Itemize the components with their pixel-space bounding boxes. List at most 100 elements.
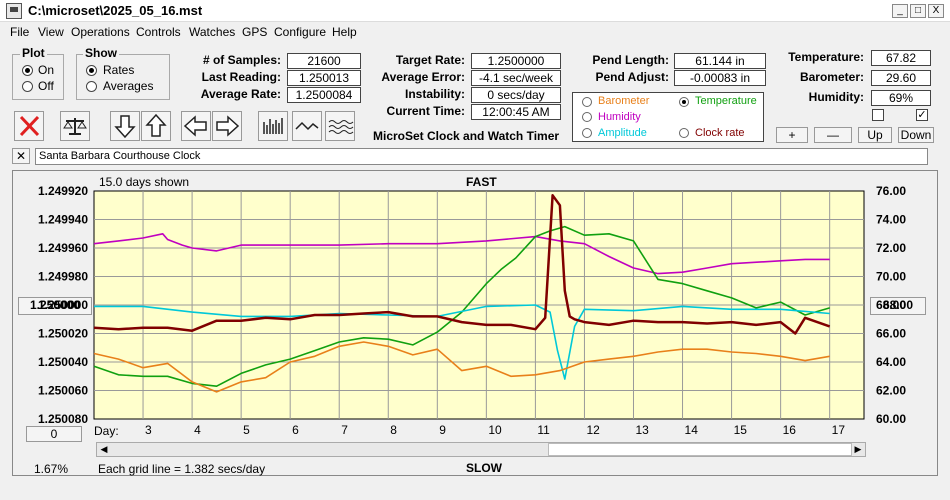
menu-operations[interactable]: Operations: [71, 25, 130, 39]
series-line-barometer: [93, 341, 830, 393]
y-left-tick-label: 1.250040: [38, 355, 88, 369]
y-right-tick-label: 74.00: [876, 213, 906, 227]
y-right-tick-label: 70.00: [876, 270, 906, 284]
x-tick-label: 5: [243, 423, 250, 437]
x-tick-label: 4: [194, 423, 201, 437]
menu-file[interactable]: File: [10, 25, 30, 39]
y-left-tick-label: 1.250020: [38, 327, 88, 341]
menu-controls[interactable]: Controls: [136, 25, 181, 39]
app-caption: MicroSet Clock and Watch Timer: [373, 129, 560, 143]
amplitude-radio[interactable]: [582, 128, 592, 138]
menu-help[interactable]: Help: [332, 25, 357, 39]
stop-button[interactable]: [14, 111, 44, 141]
arrow-right-button[interactable]: [212, 111, 242, 141]
plot-on-radio[interactable]: [22, 65, 33, 76]
y-right-tick-label: 60.00: [876, 412, 906, 426]
barometer-radio[interactable]: [582, 97, 592, 107]
last-reading-value: 1.250013: [287, 70, 361, 86]
temperature-radio[interactable]: [679, 97, 689, 107]
fast-label: FAST: [466, 175, 497, 189]
clock-rate-radio[interactable]: [679, 128, 689, 138]
minimize-button[interactable]: _: [892, 4, 908, 18]
arrow-left-button[interactable]: [181, 111, 211, 141]
menu-bar: File View Operations Controls Watches GP…: [0, 22, 950, 42]
x-tick-label: 3: [145, 423, 152, 437]
samples-label: # of Samples:: [202, 53, 281, 67]
y-right-tick-label: 76.00: [876, 184, 906, 198]
minus-button[interactable]: —: [814, 127, 852, 143]
target-rate-label: Target Rate:: [395, 53, 465, 67]
pend-length-label: Pend Length:: [592, 53, 669, 67]
amplitude-option: Amplitude: [598, 127, 647, 139]
show-averages-label: Averages: [103, 79, 154, 93]
multi-wave-icon: [328, 120, 354, 134]
bar-chart-icon: [263, 118, 283, 134]
env-checkbox-1[interactable]: [872, 109, 884, 121]
y-left-tick-label: 1.249920: [38, 184, 88, 198]
x-tick-label: 16: [783, 423, 797, 437]
barometer-label: Barometer:: [799, 70, 864, 84]
x-tick-label: 10: [488, 423, 502, 437]
bar-chart-button[interactable]: [258, 111, 288, 141]
series-line-temperature: [93, 225, 830, 388]
temperature-option: Temperature: [695, 95, 757, 107]
pend-adjust-label: Pend Adjust:: [595, 70, 669, 84]
menu-configure[interactable]: Configure: [274, 25, 327, 39]
pend-adjust-value: -0.00083 in: [674, 70, 766, 86]
series-line-clock-rate: [93, 194, 831, 335]
samples-value: 21600: [287, 53, 361, 69]
menu-view[interactable]: View: [38, 25, 64, 39]
menu-watches[interactable]: Watches: [189, 25, 236, 39]
clock-name-input[interactable]: Santa Barbara Courthouse Clock: [35, 148, 928, 165]
scroll-thumb[interactable]: [548, 443, 852, 456]
x-tick-label: 11: [537, 423, 550, 437]
down-button[interactable]: Down: [898, 127, 934, 143]
days-shown-label: 15.0 days shown: [99, 175, 190, 189]
instability-value: 0 secs/day: [471, 87, 561, 103]
day-axis-label: Day:: [94, 424, 119, 438]
maximize-button[interactable]: □: [910, 4, 926, 18]
humidity-value: 69%: [871, 90, 931, 106]
arrow-down-icon: [114, 115, 136, 139]
day-offset-button[interactable]: 0: [26, 426, 82, 442]
x-tick-label: 14: [685, 423, 699, 437]
center-rate-button[interactable]: 1.250000: [18, 297, 92, 315]
x-tick-label: 15: [734, 423, 748, 437]
show-rates-radio[interactable]: [86, 65, 97, 76]
note-close-button[interactable]: ✕: [12, 148, 30, 164]
y-right-tick-label: 62.00: [876, 384, 906, 398]
barometer-option: Barometer: [598, 95, 650, 107]
pend-length-value: 61.144 in: [674, 53, 766, 69]
arrow-up-icon: [145, 113, 167, 137]
window-title: C:\microset\2025_05_16.mst: [28, 3, 203, 18]
plot-off-radio[interactable]: [22, 81, 33, 92]
center-temp-button[interactable]: 68.00: [870, 297, 926, 315]
x-tick-label: 12: [586, 423, 600, 437]
average-rate-value: 1.2500084: [287, 87, 361, 103]
up-button[interactable]: Up: [858, 127, 892, 143]
plot-on-label: On: [38, 63, 55, 77]
app-icon[interactable]: [6, 3, 22, 19]
y-left-tick-label: 1.249960: [38, 241, 88, 255]
humidity-radio[interactable]: [582, 112, 592, 122]
plus-button[interactable]: +: [776, 127, 808, 143]
humidity-option: Humidity: [598, 111, 641, 123]
arrow-right-icon: [216, 115, 240, 137]
arrow-up-button[interactable]: [141, 111, 171, 141]
menu-gps[interactable]: GPS: [242, 25, 268, 39]
balance-button[interactable]: [60, 111, 90, 141]
wave-button[interactable]: [292, 111, 322, 141]
plot-off-label: Off: [38, 79, 54, 93]
scroll-right-icon[interactable]: ▶: [854, 444, 862, 454]
y-left-tick-label: 1.250080: [38, 412, 88, 426]
current-time-value: 12:00:45 AM: [471, 104, 561, 120]
close-button[interactable]: X: [928, 4, 944, 18]
env-checkbox-2[interactable]: ✓: [916, 109, 928, 121]
multi-wave-button[interactable]: [325, 111, 355, 141]
average-error-label: Average Error:: [381, 70, 465, 84]
x-tick-label: 17: [832, 423, 846, 437]
scroll-left-icon[interactable]: ◀: [100, 444, 108, 454]
arrow-down-button[interactable]: [110, 111, 140, 141]
show-averages-radio[interactable]: [86, 81, 97, 92]
